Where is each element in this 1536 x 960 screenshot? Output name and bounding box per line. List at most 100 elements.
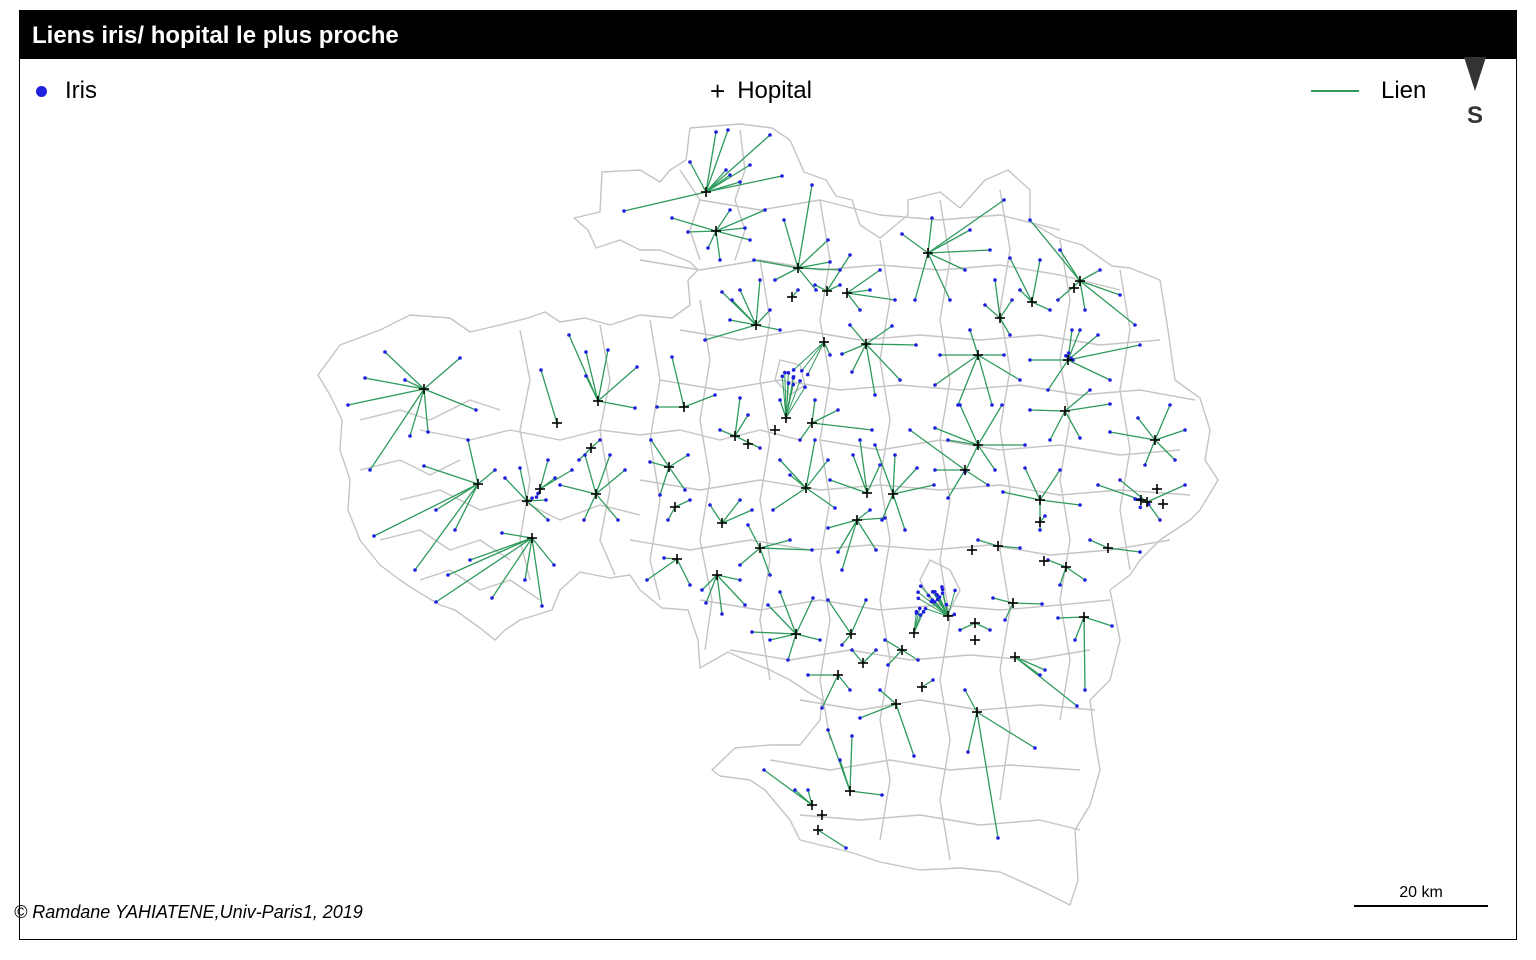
iris-point [800, 368, 804, 373]
hospital-marker [801, 483, 811, 493]
iris-point [826, 526, 830, 530]
link-line [583, 493, 597, 521]
link-line [1031, 259, 1041, 303]
link-line [779, 591, 797, 635]
link-line [964, 469, 989, 486]
hospital-marker [1079, 612, 1089, 622]
iris-point [622, 209, 626, 213]
iris-point [958, 403, 962, 407]
iris-point [1083, 688, 1087, 692]
iris-point [933, 383, 937, 387]
iris-point [1028, 408, 1032, 412]
iris-point [1048, 308, 1052, 312]
link-line [785, 386, 806, 419]
credit: © Ramdane YAHIATENE,Univ-Paris1, 2019 [14, 902, 363, 922]
iris-point [743, 226, 747, 230]
iris-point [688, 583, 692, 587]
hospital-marker [1136, 495, 1146, 505]
link-line [779, 399, 787, 419]
iris-point [993, 468, 997, 472]
link-line [1107, 547, 1141, 553]
link-line [716, 574, 746, 606]
link-line [671, 356, 685, 408]
link-line [705, 174, 731, 193]
link-line [364, 377, 425, 390]
iris-point [608, 453, 612, 457]
iris-point [864, 598, 868, 602]
iris-point [714, 130, 718, 134]
link-line [747, 524, 761, 549]
iris-point [976, 538, 980, 542]
link-line [540, 369, 558, 424]
link-line [1009, 257, 1033, 303]
iris-point [363, 376, 367, 380]
iris-point [1096, 333, 1100, 337]
link-line [1064, 389, 1091, 412]
link-line [734, 397, 741, 437]
iris-point [838, 268, 842, 272]
hospital-layer [419, 187, 1168, 835]
iris-point [766, 603, 770, 607]
iris-point [880, 518, 884, 522]
iris-point [666, 518, 670, 522]
link-line [1059, 249, 1081, 282]
link-line [707, 230, 717, 249]
iris-point [963, 268, 967, 272]
link-line [1029, 219, 1081, 282]
study-area-boundaries [317, 123, 1219, 906]
iris-point [838, 758, 842, 762]
iris-point [874, 548, 878, 552]
hospital-marker [852, 515, 862, 525]
iris-point [798, 379, 802, 383]
link-line [649, 461, 670, 468]
iris-point [914, 611, 919, 615]
hospital-marker [973, 350, 983, 360]
hospital-marker [701, 187, 711, 197]
link-line [769, 633, 797, 641]
iris-point [530, 496, 534, 500]
iris-point [758, 446, 762, 450]
link-line [1154, 429, 1186, 441]
hospital-marker [787, 292, 797, 302]
hospital-marker [813, 825, 823, 835]
hospital-marker [858, 658, 868, 668]
hospital-marker [888, 489, 898, 499]
link-line [927, 229, 971, 254]
iris-point [704, 601, 708, 605]
link-line [1154, 404, 1171, 441]
iris-point [728, 208, 732, 212]
link-line [1089, 539, 1109, 549]
link-line [805, 487, 836, 509]
link-line [590, 439, 601, 449]
hospital-marker [1075, 276, 1085, 286]
hospital-marker [846, 629, 856, 639]
iris-point [918, 613, 923, 617]
legend-lien: Lien [1311, 77, 1426, 105]
link-line [977, 444, 996, 471]
iris-point [1058, 583, 1062, 587]
iris-point [820, 706, 824, 710]
link-line [597, 400, 636, 409]
iris-point [648, 460, 652, 464]
link-line [1064, 403, 1111, 412]
link-line [964, 444, 979, 473]
link-line [719, 429, 736, 437]
iris-point [953, 588, 957, 593]
iris-point [900, 232, 904, 236]
iris-point [1078, 328, 1082, 332]
link-line [423, 388, 477, 411]
iris-point [1108, 378, 1112, 382]
iris-point [403, 378, 407, 382]
link-line [1047, 559, 1067, 568]
iris-point [1143, 463, 1147, 467]
iris-point [958, 628, 962, 632]
link-line [934, 354, 979, 386]
iris-point [1108, 402, 1112, 406]
iris-point [813, 438, 817, 442]
link-line [994, 279, 1001, 319]
hospital-marker [833, 670, 843, 680]
iris-point [1018, 546, 1022, 550]
link-line [901, 649, 919, 661]
iris-point [1083, 308, 1087, 312]
iris-point [706, 246, 710, 250]
